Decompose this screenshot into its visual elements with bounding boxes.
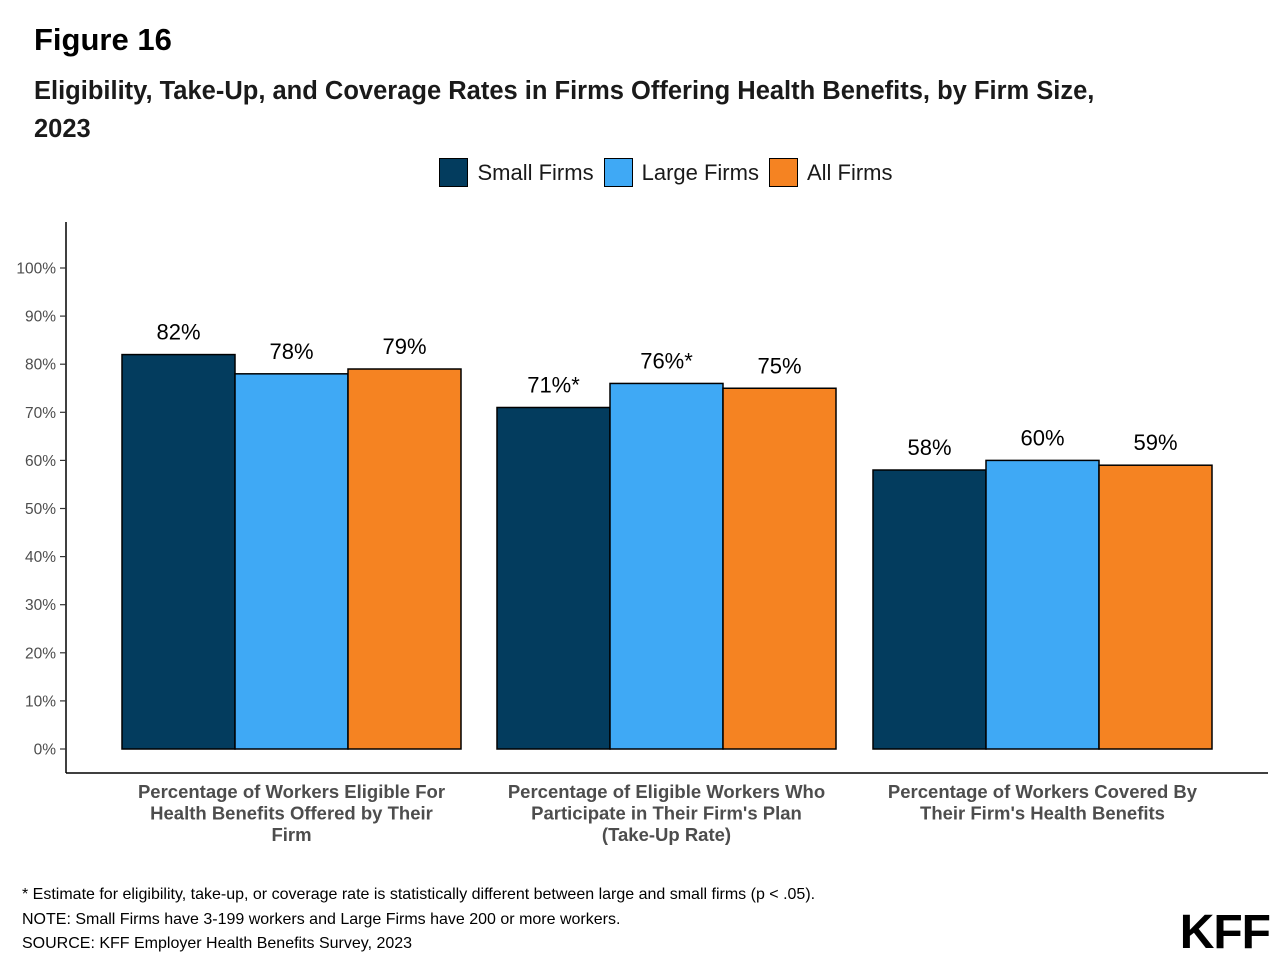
x-category-label: Percentage of Eligible Workers Who xyxy=(508,781,825,802)
y-tick-label: 30% xyxy=(25,597,56,614)
data-label: 58% xyxy=(907,435,951,460)
footnote-source: SOURCE: KFF Employer Health Benefits Sur… xyxy=(22,935,413,952)
x-category-label: Percentage of Workers Eligible For xyxy=(138,781,445,802)
y-tick-label: 20% xyxy=(25,645,56,662)
legend-swatch-small-firms xyxy=(439,158,469,187)
bar-all-firms xyxy=(1098,464,1213,750)
y-tick-label: 50% xyxy=(25,501,56,518)
y-tick-label: 10% xyxy=(25,693,56,710)
x-category-label: (Take-Up Rate) xyxy=(602,824,731,845)
legend-item-all-firms: All Firms xyxy=(768,158,893,187)
y-tick-label: 80% xyxy=(25,357,56,374)
legend-swatch-all-firms xyxy=(768,158,798,187)
x-category-label: Health Benefits Offered by Their xyxy=(150,803,433,824)
data-label: 75% xyxy=(757,353,801,378)
y-tick-label: 90% xyxy=(25,309,56,326)
y-tick-label: 60% xyxy=(25,453,56,470)
figure-label: Figure 16 xyxy=(34,22,172,57)
bar-all-firms xyxy=(722,387,837,750)
legend-label-all-firms: All Firms xyxy=(806,159,893,185)
data-label: 60% xyxy=(1020,425,1064,450)
bar-large-firms xyxy=(985,459,1100,750)
bar-small-firms xyxy=(121,353,236,750)
y-tick-label: 70% xyxy=(25,405,56,422)
data-label: 59% xyxy=(1133,430,1177,455)
legend-label-large-firms: Large Firms xyxy=(641,159,759,185)
bar-large-firms xyxy=(609,382,724,750)
bar-small-firms xyxy=(872,469,987,750)
data-label: 79% xyxy=(382,334,426,359)
x-category-label: Firm xyxy=(271,824,311,845)
y-tick-label: 0% xyxy=(34,742,57,759)
footnote-significance: * Estimate for eligibility, take-up, or … xyxy=(22,886,816,903)
bar-large-firms xyxy=(234,373,349,750)
data-label: 76%* xyxy=(640,348,693,373)
footnotes: * Estimate for eligibility, take-up, or … xyxy=(22,883,815,957)
bar-chart: 0% 10% 20% 30% 40% 50% 60% 70% 80% 90% 100% 82% 71%*… xyxy=(16,222,1268,845)
y-tick-label: 40% xyxy=(25,549,56,566)
legend-item-small-firms: Small Firms xyxy=(439,158,594,187)
chart-title: Eligibility, Take-Up, and Coverage Rates… xyxy=(34,77,1095,143)
kff-logo: KFF xyxy=(1179,906,1271,959)
bar-all-firms xyxy=(347,368,462,750)
legend: Small Firms Large Firms All Firms xyxy=(0,158,1280,187)
x-category-label: Percentage of Workers Covered By xyxy=(888,781,1198,802)
legend-item-large-firms: Large Firms xyxy=(603,158,759,187)
y-tick-label: 100% xyxy=(16,261,56,278)
data-label: 78% xyxy=(269,339,313,364)
legend-swatch-large-firms xyxy=(603,158,633,187)
legend-label-small-firms: Small Firms xyxy=(477,159,594,185)
x-category-label: Participate in Their Firm's Plan xyxy=(531,803,802,824)
x-category-label: Their Firm's Health Benefits xyxy=(920,803,1165,824)
footnote-note: NOTE: Small Firms have 3-199 workers and… xyxy=(22,910,621,928)
bar-small-firms xyxy=(496,406,611,750)
data-label: 82% xyxy=(156,320,200,345)
data-label: 71%* xyxy=(527,372,580,397)
